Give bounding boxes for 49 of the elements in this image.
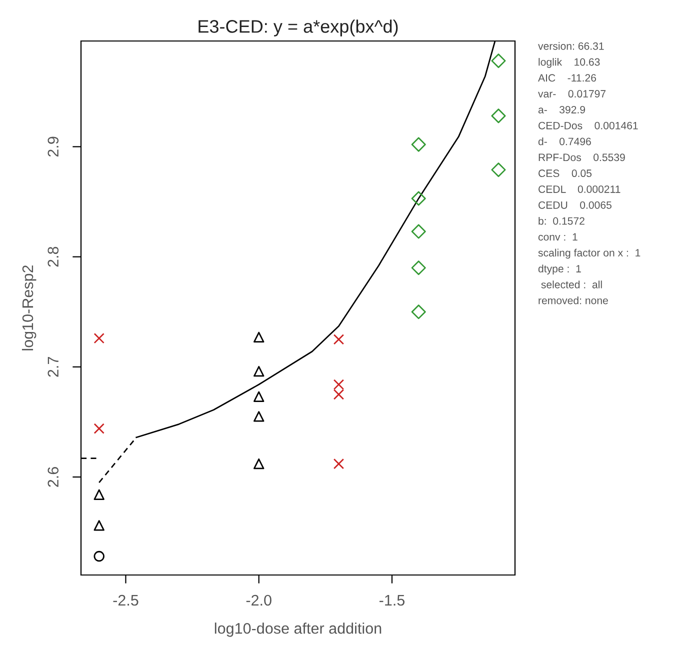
point [254,366,264,377]
point [94,423,104,434]
y-tick-label: 2.6 [48,467,59,487]
text: CEDL 0.000211 [538,185,620,193]
point [94,332,104,344]
point [491,108,506,124]
x-tick-label: -2.0 [246,594,272,606]
text: conv : 1 [538,233,578,241]
point [94,489,104,500]
x-tick-label: -1.5 [380,595,405,606]
text: dtype : 1 [538,264,581,275]
y-axis-title: log10-Resp2 [22,265,36,350]
text: removed: none [538,296,608,304]
point [254,458,264,470]
point [333,379,344,390]
point [411,224,426,239]
point [94,520,104,531]
point [254,411,264,422]
text: CEDU 0.0065 [538,201,612,209]
text: CED-Dos 0.001461 [538,122,638,130]
point [94,550,104,562]
text: scaling factor on x : 1 [538,248,640,259]
point [254,391,264,402]
y-tick-label: 2.9 [48,136,59,157]
point [491,162,506,178]
point [491,54,506,68]
point [333,334,344,345]
y-tick-label: 2.7 [48,357,58,377]
text: AIC -11.26 [538,74,596,82]
point [411,191,426,206]
chart-title: E3-CED: y = a*exp(bx^d) [198,20,398,36]
y-tick-label: 2.8 [48,246,59,267]
text: d- 0.7496 [538,137,591,146]
text: version: 66.31 [538,42,604,50]
text: CES 0.05 [538,170,592,178]
point [411,304,426,320]
x-tick-label: -2.5 [113,594,138,606]
text: var- 0.01797 [538,90,606,98]
text: a- 392.9 [538,106,586,114]
text: b: 0.1572 [538,216,584,225]
x-axis-title: log10-dose after addition [214,622,382,637]
point [411,260,426,276]
point [333,389,344,400]
text: selected : all [541,280,602,288]
text: loglik 10.63 [538,58,600,68]
point [254,332,264,343]
text: RPF-Dos 0.5539 [538,154,625,162]
point [333,458,344,470]
point [411,137,426,152]
